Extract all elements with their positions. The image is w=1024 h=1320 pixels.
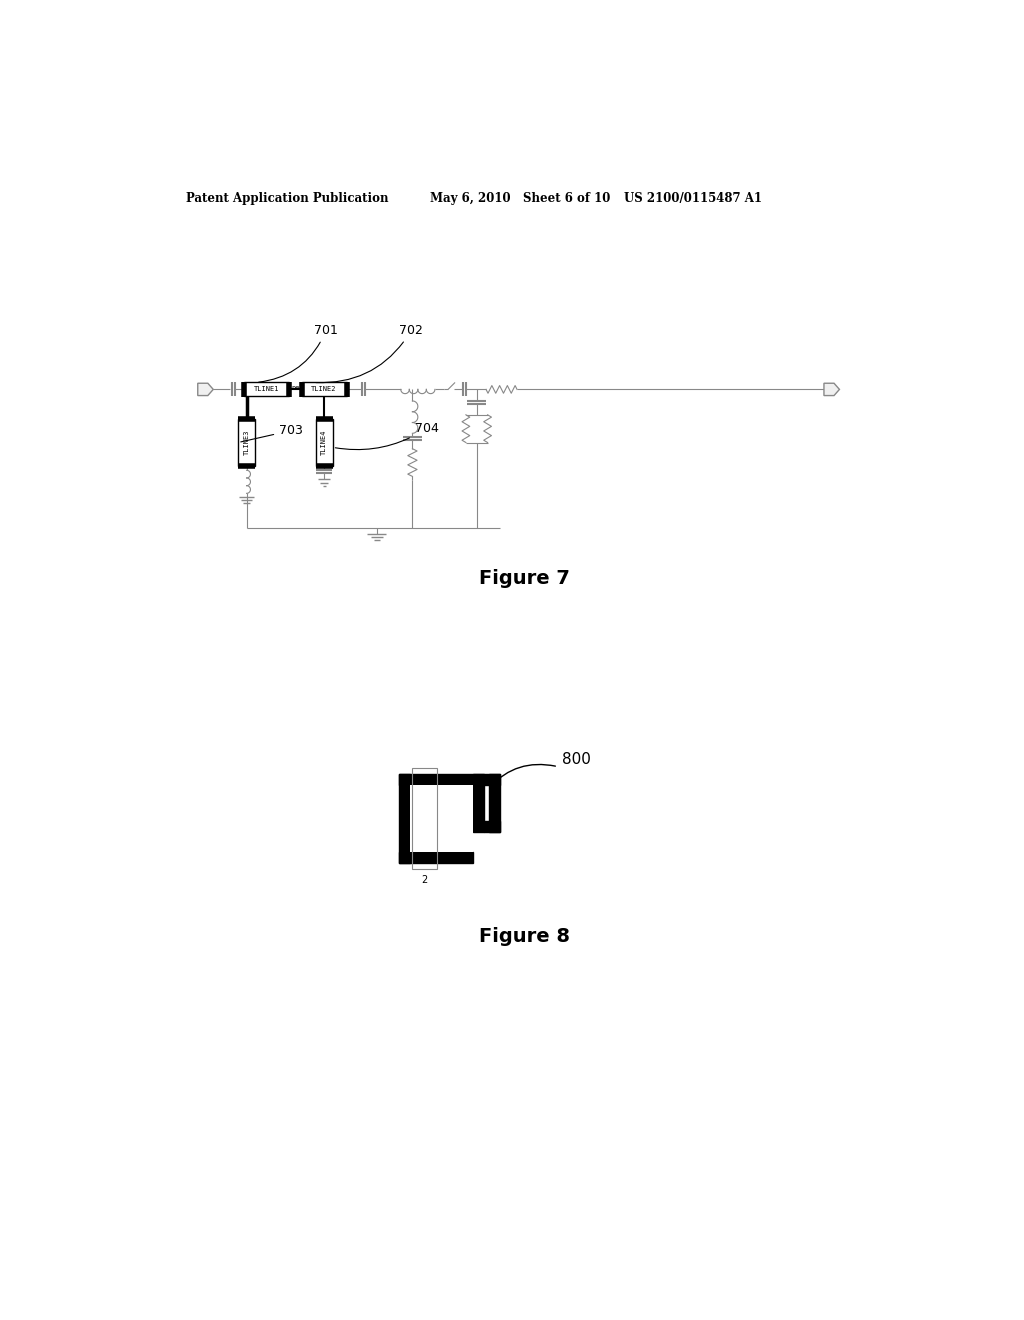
Polygon shape [198,383,213,396]
Polygon shape [399,853,473,863]
Polygon shape [399,775,500,785]
Text: TLINE2: TLINE2 [311,387,337,392]
Text: C1: C1 [416,812,434,826]
Text: 704: 704 [335,422,438,450]
Bar [238,418,255,466]
Text: 2: 2 [422,875,428,884]
Bar [315,418,333,466]
Text: TLINE4: TLINE4 [322,430,327,455]
Polygon shape [824,383,840,396]
Bar [302,383,346,396]
Text: Figure 7: Figure 7 [479,569,570,587]
Text: May 6, 2010   Sheet 6 of 10: May 6, 2010 Sheet 6 of 10 [430,191,610,205]
Polygon shape [473,775,483,832]
Bar [245,383,289,396]
Text: Figure 8: Figure 8 [479,927,570,945]
Text: US 2100/0115487 A1: US 2100/0115487 A1 [624,191,762,205]
Polygon shape [399,775,410,863]
Text: 703: 703 [241,424,303,442]
Text: Patent Application Publication: Patent Application Publication [186,191,389,205]
Bar [410,785,473,853]
Text: TLINE3: TLINE3 [244,430,250,455]
Text: TLINE1: TLINE1 [254,387,280,392]
Polygon shape [489,775,500,832]
Text: 701: 701 [259,323,338,383]
Polygon shape [483,821,500,832]
Text: 800: 800 [562,751,591,767]
Text: 702: 702 [316,323,423,383]
Bar [413,768,437,869]
Text: netA: netA [292,385,308,391]
